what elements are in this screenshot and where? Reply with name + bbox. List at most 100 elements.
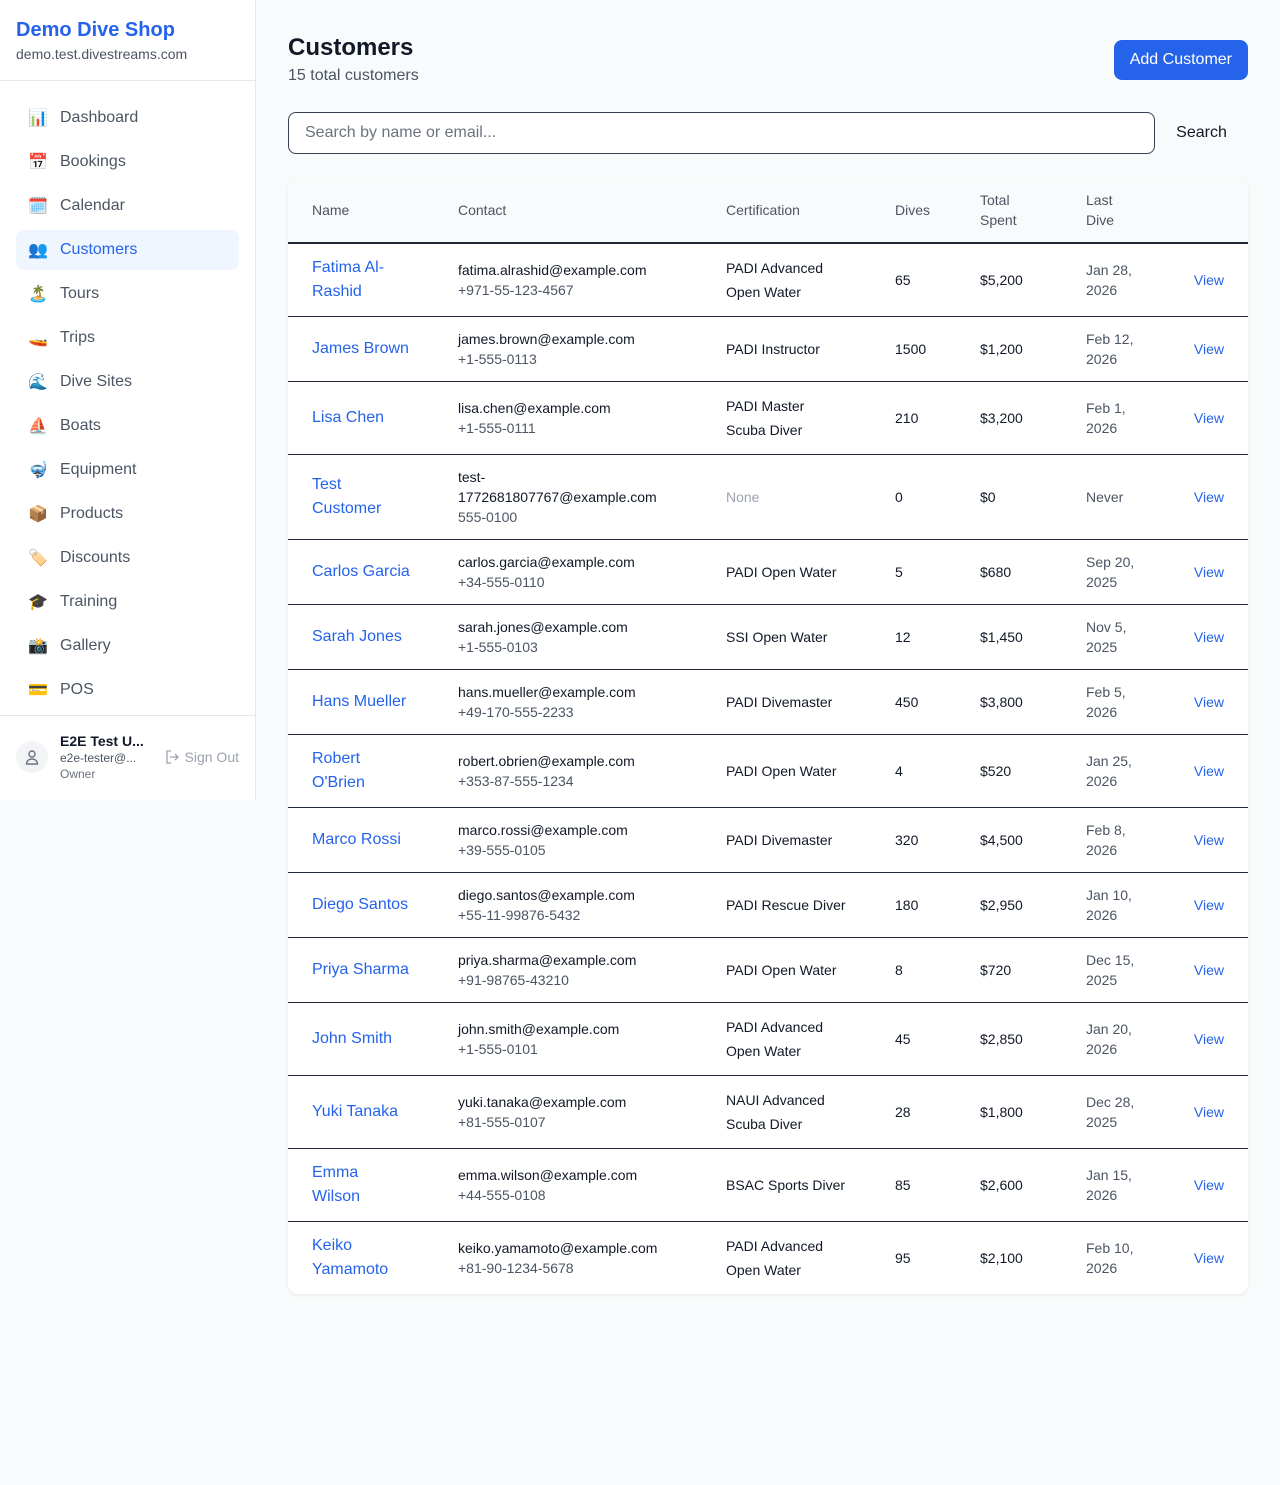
view-link[interactable]: View <box>1167 243 1248 317</box>
customer-email: james.brown@example.com <box>458 331 635 347</box>
sidebar-item-boats[interactable]: ⛵ Boats <box>16 406 239 446</box>
customer-name-link[interactable]: Keiko Yamamoto <box>312 1237 389 1278</box>
sidebar-item-products[interactable]: 📦 Products <box>16 494 239 534</box>
customer-name-link[interactable]: Diego Santos <box>312 896 409 913</box>
column-header-contact: Contact <box>434 178 702 244</box>
sidebar-item-trips[interactable]: 🚤 Trips <box>16 318 239 358</box>
sidebar-item-label: Equipment <box>60 461 137 478</box>
sidebar-item-calendar[interactable]: 🗓️ Calendar <box>16 186 239 226</box>
total-spent-cell: $1,800 <box>956 1075 1062 1149</box>
last-dive-cell: Jan 28, 2026 <box>1062 243 1167 317</box>
dives-cell: 5 <box>871 539 956 605</box>
customer-name-link[interactable]: Hans Mueller <box>312 693 407 710</box>
certification-cell: None <box>702 454 871 540</box>
search-button[interactable]: Search <box>1155 124 1248 142</box>
last-dive-cell: Jan 15, 2026 <box>1062 1148 1167 1222</box>
last-dive-cell: Feb 5, 2026 <box>1062 669 1167 735</box>
customer-name-link[interactable]: James Brown <box>312 340 409 357</box>
search-input[interactable] <box>288 112 1155 154</box>
sidebar-item-customers[interactable]: 👥 Customers <box>16 230 239 270</box>
sidebar-item-bookings[interactable]: 📅 Bookings <box>16 142 239 182</box>
view-link[interactable]: View <box>1167 539 1248 605</box>
view-link[interactable]: View <box>1167 669 1248 735</box>
total-spent-cell: $4,500 <box>956 807 1062 873</box>
customer-name-link[interactable]: Priya Sharma <box>312 961 409 978</box>
view-link[interactable]: View <box>1167 807 1248 873</box>
sidebar-item-discounts[interactable]: 🏷️ Discounts <box>16 538 239 578</box>
sidebar-item-pos[interactable]: 💳 POS <box>16 670 239 710</box>
table-row: Emma Wilson emma.wilson@example.com +44-55… <box>288 1148 1248 1222</box>
tours-icon: 🏝️ <box>28 286 48 303</box>
customer-name-link[interactable]: Emma Wilson <box>312 1164 361 1205</box>
sidebar-item-label: Calendar <box>60 197 125 214</box>
customer-name-link[interactable]: Fatima Al-Rashid <box>312 259 385 300</box>
total-spent-cell: $2,600 <box>956 1148 1062 1222</box>
last-dive-cell: Dec 28, 2025 <box>1062 1075 1167 1149</box>
customer-name-link[interactable]: Marco Rossi <box>312 831 401 848</box>
view-link[interactable]: View <box>1167 872 1248 938</box>
brand: Demo Dive Shop demo.test.divestreams.com <box>0 0 255 81</box>
trips-icon: 🚤 <box>28 330 48 347</box>
sidebar-item-gallery[interactable]: 📸 Gallery <box>16 626 239 666</box>
certification-cell: PADI Divemaster <box>702 669 871 735</box>
customer-certification: PADI Advanced Open Water <box>726 260 824 300</box>
dives-cell: 0 <box>871 454 956 540</box>
table-row: Keiko Yamamoto keiko.yamamoto@example.com… <box>288 1222 1248 1295</box>
sidebar-item-equipment[interactable]: 🤿 Equipment <box>16 450 239 490</box>
view-link[interactable]: View <box>1167 1075 1248 1149</box>
table-row: Test Customer test-1772681807767@example.… <box>288 454 1248 540</box>
customer-name-link[interactable]: Carlos Garcia <box>312 563 410 580</box>
view-link[interactable]: View <box>1167 1002 1248 1076</box>
equipment-icon: 🤿 <box>28 462 48 479</box>
customer-name-link[interactable]: Test Customer <box>312 476 382 517</box>
certification-cell: PADI Rescue Diver <box>702 872 871 938</box>
sidebar-item-label: Dive Sites <box>60 373 133 390</box>
add-customer-button[interactable]: Add Customer <box>1113 40 1248 80</box>
view-link[interactable]: View <box>1167 454 1248 540</box>
certification-cell: NAUI Advanced Scuba Diver <box>702 1075 871 1149</box>
customer-name-link[interactable]: Lisa Chen <box>312 409 385 426</box>
view-link[interactable]: View <box>1167 1148 1248 1222</box>
sign-out-label: Sign Out <box>184 749 239 765</box>
table-row: Lisa Chen lisa.chen@example.com +1-555-011… <box>288 381 1248 455</box>
sidebar-item-training[interactable]: 🎓 Training <box>16 582 239 622</box>
sidebar: Demo Dive Shop demo.test.divestreams.com… <box>0 0 256 800</box>
boats-icon: ⛵ <box>28 418 48 435</box>
view-link[interactable]: View <box>1167 316 1248 382</box>
dives-cell: 45 <box>871 1002 956 1076</box>
customer-email: carlos.garcia@example.com <box>458 554 635 570</box>
view-link[interactable]: View <box>1167 381 1248 455</box>
contact-cell: emma.wilson@example.com +44-555-0108 <box>434 1148 702 1222</box>
sidebar-item-dashboard[interactable]: 📊 Dashboard <box>16 98 239 138</box>
customer-phone: +91-98765-43210 <box>458 972 569 988</box>
customer-name-link[interactable]: John Smith <box>312 1030 393 1047</box>
contact-cell: test-1772681807767@example.com 555-0100 <box>434 454 702 540</box>
name-cell: Marco Rossi <box>288 807 434 873</box>
customer-certification: PADI Divemaster <box>726 832 833 848</box>
products-icon: 📦 <box>28 506 48 523</box>
name-cell: Diego Santos <box>288 872 434 938</box>
customer-name-link[interactable]: Sarah Jones <box>312 628 402 645</box>
brand-title[interactable]: Demo Dive Shop <box>16 19 175 41</box>
search-bar: Search <box>288 112 1248 154</box>
view-link[interactable]: View <box>1193 1250 1224 1266</box>
column-header-last-dive: Last Dive <box>1062 178 1167 244</box>
sidebar-item-tours[interactable]: 🏝️ Tours <box>16 274 239 314</box>
view-link[interactable]: View <box>1167 604 1248 670</box>
contact-cell: yuki.tanaka@example.com +81-555-0107 <box>434 1075 702 1149</box>
customer-name-link[interactable]: Yuki Tanaka <box>312 1103 398 1120</box>
sidebar-item-label: Gallery <box>60 637 111 654</box>
calendar-icon: 🗓️ <box>28 198 48 215</box>
certification-cell: PADI Open Water <box>702 734 871 808</box>
certification-cell: PADI Advanced Open Water <box>702 243 871 317</box>
sign-out-button[interactable]: Sign Out <box>165 749 239 765</box>
customer-name-link[interactable]: Robert O'Brien <box>312 750 365 791</box>
certification-cell: PADI Divemaster <box>702 807 871 873</box>
certification-cell: SSI Open Water <box>702 604 871 670</box>
view-link[interactable]: View <box>1167 937 1248 1003</box>
customer-email: fatima.alrashid@example.com <box>458 262 647 278</box>
sidebar-item-dive-sites[interactable]: 🌊 Dive Sites <box>16 362 239 402</box>
view-link[interactable]: View <box>1167 734 1248 808</box>
table-header-row: Name Contact Certification Dives Total Spent… <box>288 178 1248 244</box>
name-cell: Robert O'Brien <box>288 734 434 808</box>
